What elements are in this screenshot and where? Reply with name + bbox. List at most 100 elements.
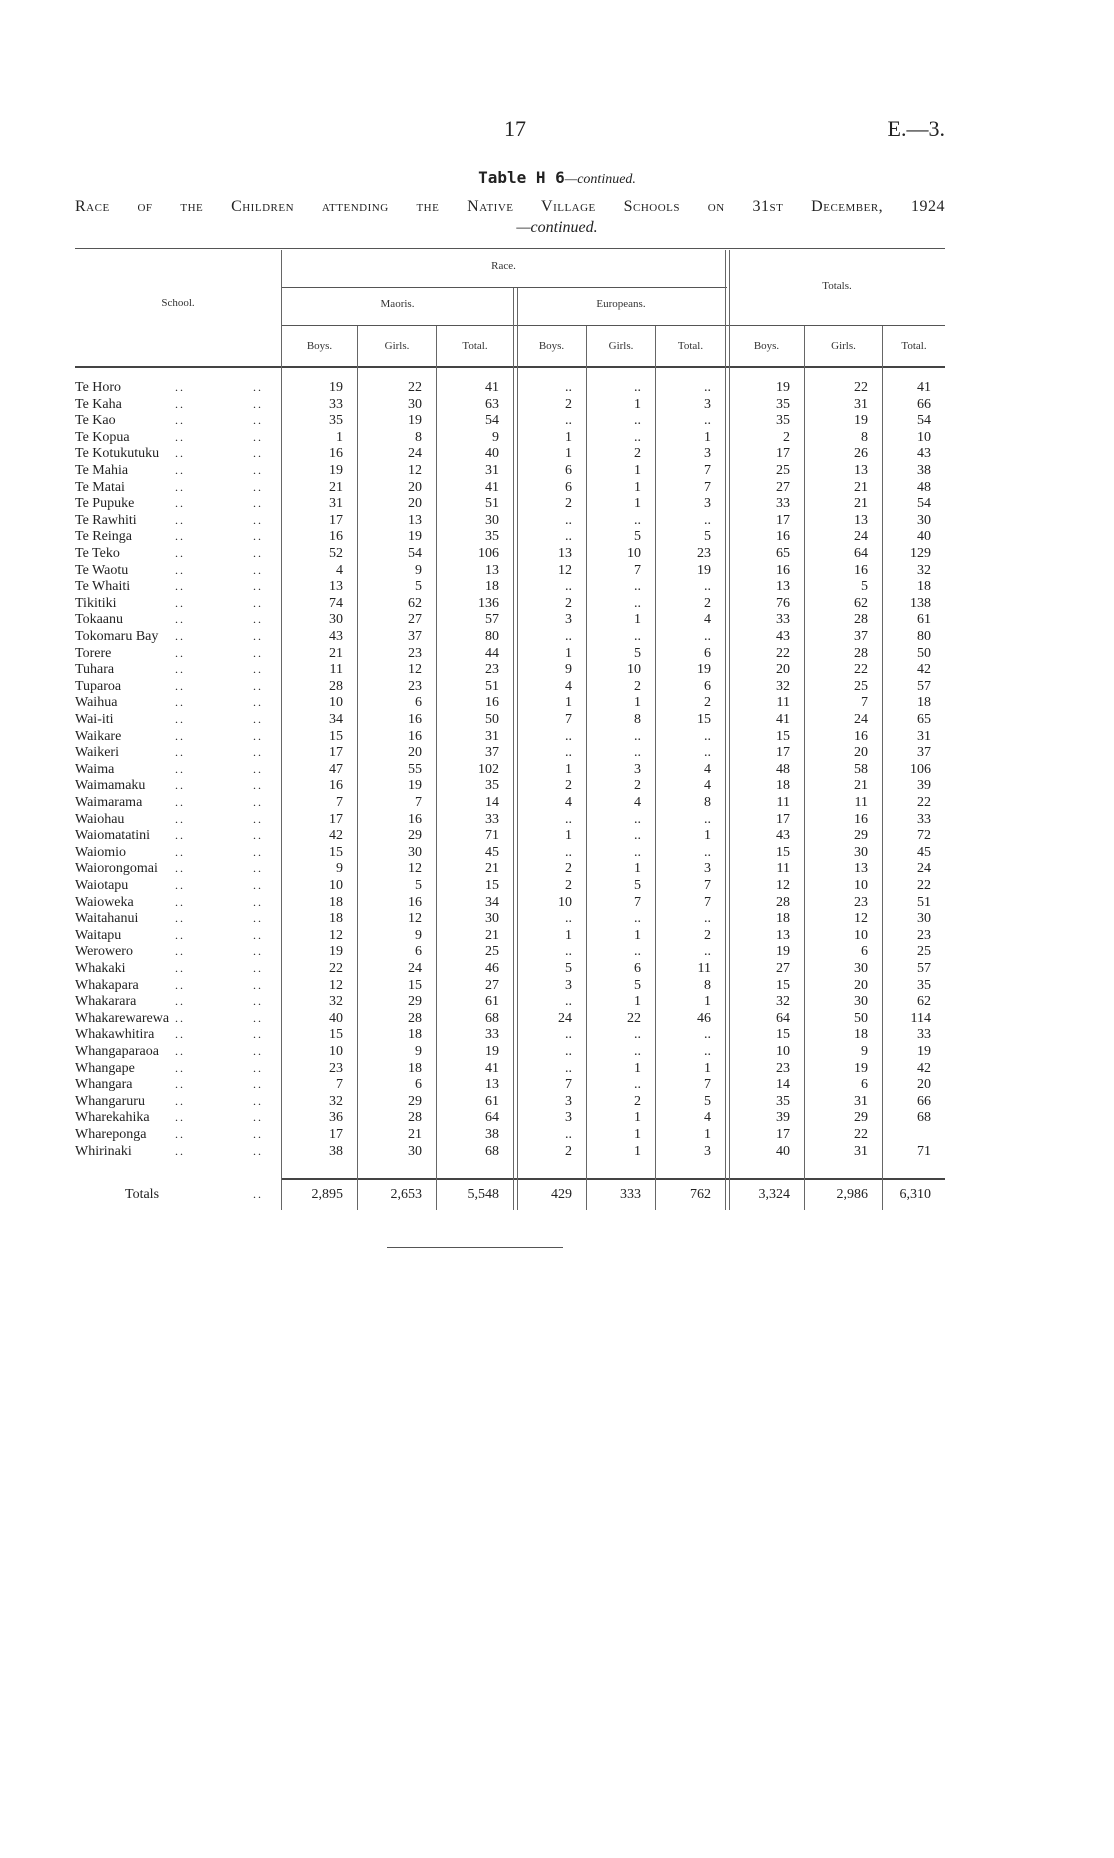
cell-maori-total: 54 — [485, 413, 499, 429]
cell-european-total: .. — [704, 844, 711, 860]
cell-maori-girls: 23 — [408, 678, 422, 694]
cell-total-girls: 18 — [854, 1027, 868, 1043]
cell-european-total: .. — [704, 911, 711, 927]
table-top-rule — [75, 248, 945, 249]
cell-total-boys: 10 — [776, 1044, 790, 1059]
cell-european-boys: .. — [565, 529, 572, 545]
cell-maori-boys: 7 — [336, 1077, 343, 1093]
cell-maori-total: 18 — [485, 579, 499, 595]
cell-total-boys: 13 — [776, 927, 790, 943]
cell-maori-boys: 17 — [329, 512, 343, 528]
cell-total-boys: 15 — [776, 844, 790, 860]
cell-european-girls: 7 — [634, 894, 641, 910]
cell-maori-total: 37 — [485, 745, 499, 761]
leader-dots: .. — [175, 579, 185, 594]
cell-maori-boys: 33 — [329, 396, 343, 412]
cell-total-total: 106 — [910, 761, 931, 777]
header-europeans: Europeans. — [596, 298, 646, 310]
subheader-european-total: Total. — [677, 340, 704, 352]
cell-european-girls: .. — [634, 1027, 641, 1043]
cell-total-total: 38 — [917, 463, 931, 478]
cell-total-boys: 33 — [776, 496, 790, 512]
cell-european-girls: .. — [634, 1077, 641, 1093]
cell-maori-total: 30 — [485, 512, 499, 528]
cell-total-total: 18 — [917, 695, 931, 711]
leader-dots: .. — [175, 1127, 185, 1141]
table-row: Whakaki.... 22 24 46 5 6 11 27 30 57 — [75, 960, 945, 977]
leader-dots: .. — [175, 712, 185, 726]
cell-maori-girls: 6 — [415, 1077, 422, 1093]
cell-total-boys: 15 — [776, 728, 790, 744]
cell-total-boys: 17 — [776, 811, 790, 827]
cell-total-boys: 18 — [776, 911, 790, 927]
table-title: Table H 6—continued. — [0, 168, 1114, 188]
cell-maori-boys: 35 — [329, 413, 343, 429]
table-row: Whakapara.... 12 15 27 3 5 8 15 20 35 — [75, 977, 945, 994]
leader-dots: .. — [175, 961, 185, 975]
cell-total-total: 57 — [917, 678, 931, 694]
cell-total-girls: 19 — [854, 1060, 868, 1076]
leader-dots: .. — [175, 745, 185, 760]
cell-total-boys: 19 — [776, 380, 790, 395]
leader-dots: .. — [175, 1143, 185, 1158]
cell-total-boys: 41 — [776, 712, 790, 727]
cell-maori-total: 61 — [485, 1093, 499, 1109]
cell-european-girls: .. — [634, 944, 641, 960]
table-row: Whakawhitira.... 15 18 33...... 15 18 33 — [75, 1026, 945, 1043]
cell-total-total: 54 — [917, 413, 931, 429]
cell-european-girls: .. — [634, 595, 641, 611]
school-name: Te Matai — [75, 479, 125, 495]
cell-european-total: 3 — [704, 1143, 711, 1159]
cell-total-total: 114 — [910, 1010, 931, 1026]
subheader-total-girls: Girls. — [831, 340, 856, 352]
cell-european-total: .. — [704, 1044, 711, 1059]
cell-total-girls: 24 — [854, 712, 868, 727]
leader-dots: .. — [175, 911, 185, 926]
school-name: Waimarama — [75, 795, 143, 810]
cell-european-girls: 3 — [634, 761, 641, 777]
leader-dots: .. — [253, 712, 263, 726]
cell-maori-girls: 9 — [415, 562, 422, 578]
cell-european-boys: .. — [565, 1044, 572, 1059]
leader-dots: .. — [175, 529, 185, 544]
cell-european-boys: .. — [565, 745, 572, 761]
cell-european-total: 7 — [704, 878, 711, 893]
leader-dots: .. — [175, 546, 185, 560]
cell-european-girls: 1 — [634, 1127, 641, 1142]
cell-european-boys: 2 — [565, 496, 572, 512]
school-name: Waiorongomai — [75, 861, 158, 877]
cell-total-total: 138 — [910, 595, 931, 611]
cell-european-total: 1 — [704, 429, 711, 445]
cell-european-boys: 4 — [565, 678, 572, 694]
leader-dots: .. — [253, 446, 263, 461]
cell-maori-boys: 21 — [329, 645, 343, 661]
table-row: Te Matai.... 21 20 41 6 1 7 27 21 48 — [75, 479, 945, 496]
cell-maori-boys: 19 — [329, 463, 343, 478]
table-row: Te Kaha.... 33 30 63 2 1 3 35 31 66 — [75, 396, 945, 413]
cell-total-girls: 13 — [854, 463, 868, 478]
cell-maori-girls: 12 — [408, 911, 422, 927]
cell-total-boys: 13 — [776, 579, 790, 595]
cell-european-boys: .. — [565, 844, 572, 860]
cell-european-girls: .. — [634, 1044, 641, 1059]
cell-maori-boys: 19 — [329, 380, 343, 395]
cell-european-girls: 1 — [634, 1110, 641, 1126]
cell-maori-total: 50 — [485, 712, 499, 727]
cell-total-total: 41 — [917, 380, 931, 395]
cell-maori-boys: 32 — [329, 1093, 343, 1109]
cell-european-total: .. — [704, 413, 711, 429]
cell-total-boys: 28 — [776, 894, 790, 910]
leader-dots: .. — [175, 413, 185, 428]
cell-european-girls: 1 — [634, 396, 641, 412]
leader-dots: .. — [253, 1060, 263, 1075]
cell-european-total: 3 — [704, 446, 711, 462]
cell-total-boys: 11 — [776, 695, 790, 711]
cell-total-total: 72 — [917, 828, 931, 844]
cell-maori-girls: 21 — [408, 1127, 422, 1142]
table-row: Tuhara.... 11 12 23 9 10 19 20 22 42 — [75, 661, 945, 678]
leader-dots: .. — [175, 695, 185, 710]
leader-dots: .. — [175, 380, 185, 394]
col-divider — [513, 288, 518, 1210]
table-row: Waiotapu.... 10 5 15 2 5 7 12 10 22 — [75, 877, 945, 894]
cell-maori-boys: 15 — [329, 728, 343, 744]
